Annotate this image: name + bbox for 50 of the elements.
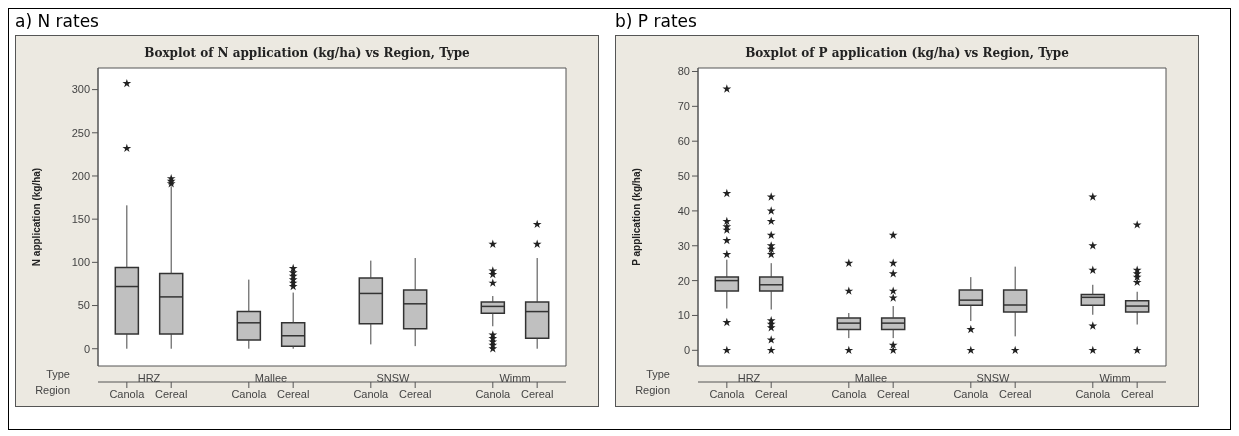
x-tick-label: Canola xyxy=(1075,387,1112,400)
x-tick-label: Canola xyxy=(475,387,512,400)
text: Region xyxy=(634,383,670,398)
x-tick-label: Canola xyxy=(353,387,390,400)
text: Mallee xyxy=(854,371,888,384)
text: SNSW xyxy=(976,371,1011,384)
x-tick-label: Canola xyxy=(709,387,746,400)
x-tick-label: Cereal xyxy=(876,387,910,400)
text: SNSW xyxy=(376,371,411,384)
y-tick-label: 300 xyxy=(71,83,90,96)
y-tick-label: 50 xyxy=(677,169,690,182)
x-tick-label: Cereal xyxy=(520,387,554,400)
x-tick-label: Cereal xyxy=(276,387,310,400)
y-tick-label: 80 xyxy=(677,65,690,78)
y-tick-label: 10 xyxy=(677,309,690,322)
x-tick-label: Canola xyxy=(231,387,268,400)
text: b) P rates xyxy=(614,11,698,33)
chart-title: Boxplot of P application (kg/ha) vs Region, Type xyxy=(744,45,1070,62)
x-tick-label: Cereal xyxy=(754,387,788,400)
y-tick-label: 250 xyxy=(71,126,90,139)
text: HRZ xyxy=(737,371,761,384)
x-tick-label: Cereal xyxy=(998,387,1032,400)
text: Wimm xyxy=(1099,371,1131,384)
text: Region xyxy=(34,383,70,398)
y-tick-label: 70 xyxy=(677,100,690,113)
y-tick-label: 0 xyxy=(83,342,90,355)
x-tick-label: Cereal xyxy=(1120,387,1154,400)
chart-title: Boxplot of N application (kg/ha) vs Region, Type xyxy=(143,45,471,62)
y-tick-label: 30 xyxy=(677,239,690,252)
y-tick-label: 40 xyxy=(677,204,690,217)
text: Wimm xyxy=(499,371,531,384)
y-tick-label: 0 xyxy=(683,344,690,357)
x-tick-label: Canola xyxy=(953,387,990,400)
x-tick-label: Cereal xyxy=(398,387,432,400)
y-tick-label: 200 xyxy=(71,169,90,182)
y-axis-title: P application (kg/ha) xyxy=(630,168,642,266)
text: Mallee xyxy=(254,371,288,384)
y-tick-label: 150 xyxy=(71,213,90,226)
y-tick-label: 20 xyxy=(677,274,690,287)
y-axis-title: N application (kg/ha) xyxy=(30,167,42,267)
text: a) N rates xyxy=(14,11,100,33)
x-tick-label: Cereal xyxy=(154,387,188,400)
y-tick-label: 50 xyxy=(77,299,90,312)
x-tick-label: Canola xyxy=(831,387,868,400)
text: Type xyxy=(45,367,70,382)
y-tick-label: 60 xyxy=(677,135,690,148)
y-tick-label: 100 xyxy=(71,256,90,269)
text: Type xyxy=(645,367,670,382)
text: HRZ xyxy=(137,371,161,384)
x-tick-label: Canola xyxy=(109,387,146,400)
